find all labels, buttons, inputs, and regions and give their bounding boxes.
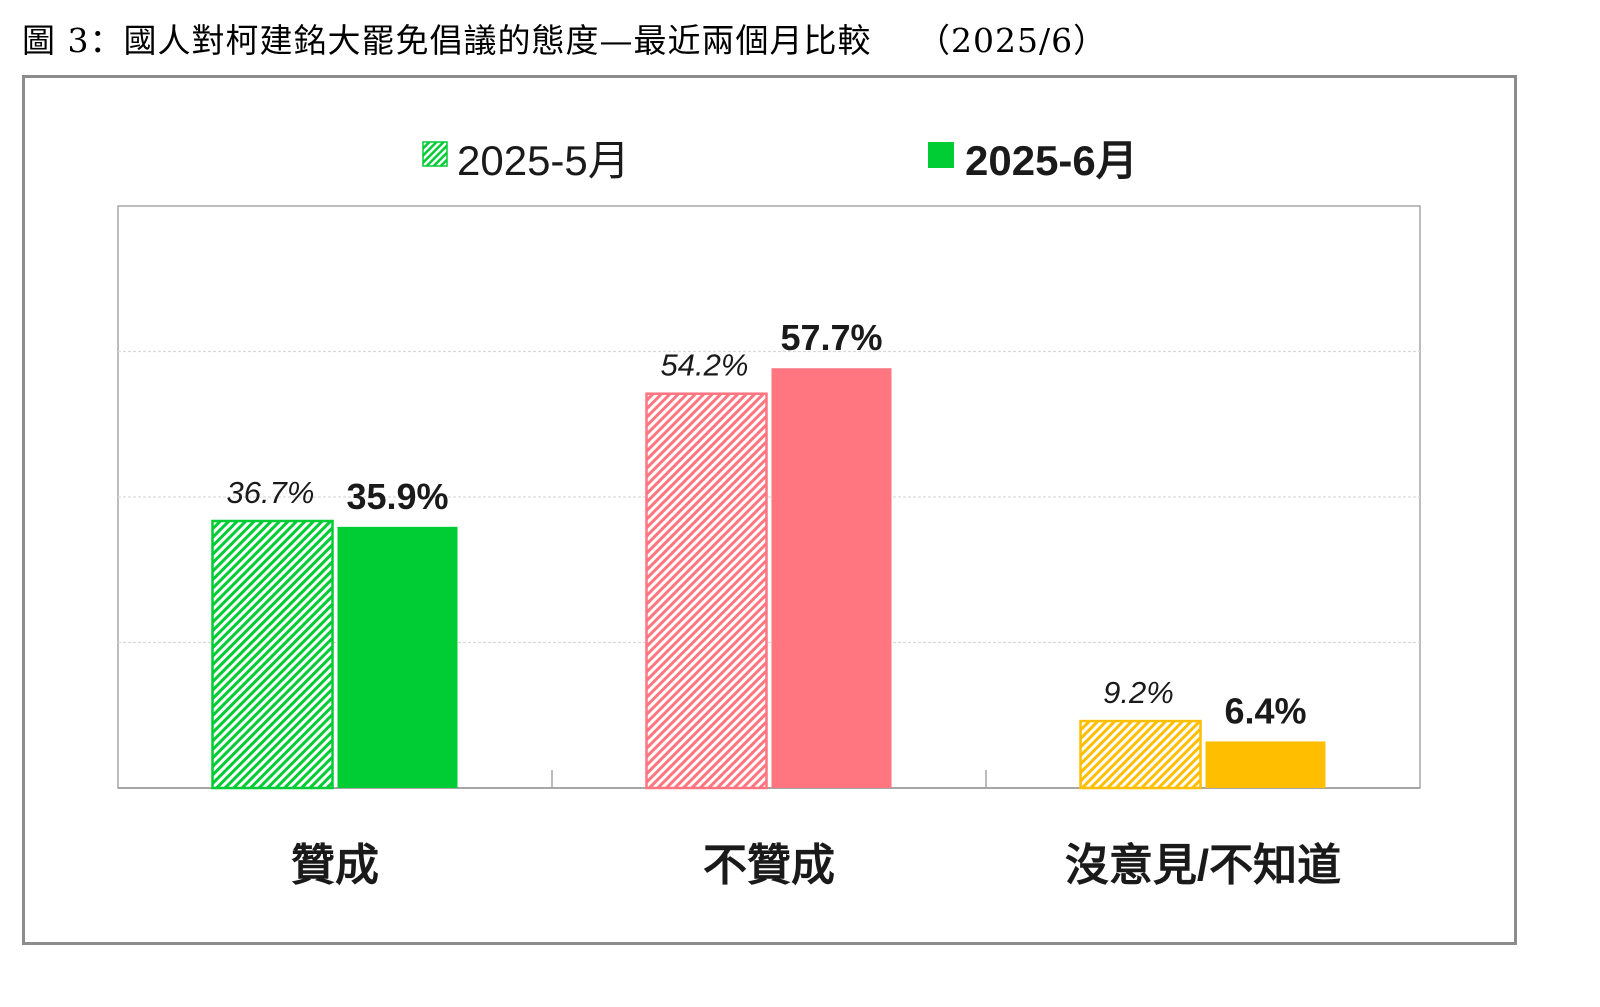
value-label-june-0: 35.9% — [346, 476, 448, 517]
value-label-june-2: 6.4% — [1224, 690, 1306, 731]
legend-label-may: 2025-5月 — [457, 137, 630, 184]
category-label-2: 沒意見/不知道 — [1065, 841, 1341, 890]
chart-frame: 2025-5月 2025-6月 36.7% 35.9% 54.2% 57.7% 9.2%… — [22, 75, 1517, 945]
plot-area — [117, 205, 1421, 789]
figure-title: 圖 3：國人對柯建銘大罷免倡議的態度—最近兩個月比較 （2025/6） — [22, 21, 1108, 60]
value-label-june-1: 57.7% — [780, 317, 882, 358]
category-label-0: 贊成 — [291, 841, 379, 890]
legend-label-june: 2025-6月 — [965, 137, 1138, 184]
bar-may-1 — [645, 392, 768, 790]
bar-june-2 — [1205, 741, 1326, 788]
category-labels: 贊成 不贊成 沒意見/不知道 — [291, 841, 1341, 890]
bar-chart: 2025-5月 2025-6月 36.7% 35.9% 54.2% 57.7% 9.2%… — [117, 137, 1421, 890]
legend: 2025-5月 2025-6月 — [422, 137, 1138, 184]
value-label-may-2: 9.2% — [1103, 675, 1174, 710]
value-label-may-1: 54.2% — [661, 348, 749, 383]
bar-may-0 — [211, 519, 334, 790]
category-label-1: 不贊成 — [703, 841, 835, 890]
value-labels: 36.7% 35.9% 54.2% 57.7% 9.2% 6.4% — [227, 317, 1307, 731]
legend-swatch-may — [422, 141, 448, 167]
bars — [211, 368, 1326, 790]
value-label-may-0: 36.7% — [227, 475, 315, 510]
bar-june-1 — [771, 368, 892, 788]
bar-may-2 — [1079, 719, 1202, 790]
bar-june-0 — [337, 526, 458, 788]
legend-swatch-june — [928, 142, 954, 168]
